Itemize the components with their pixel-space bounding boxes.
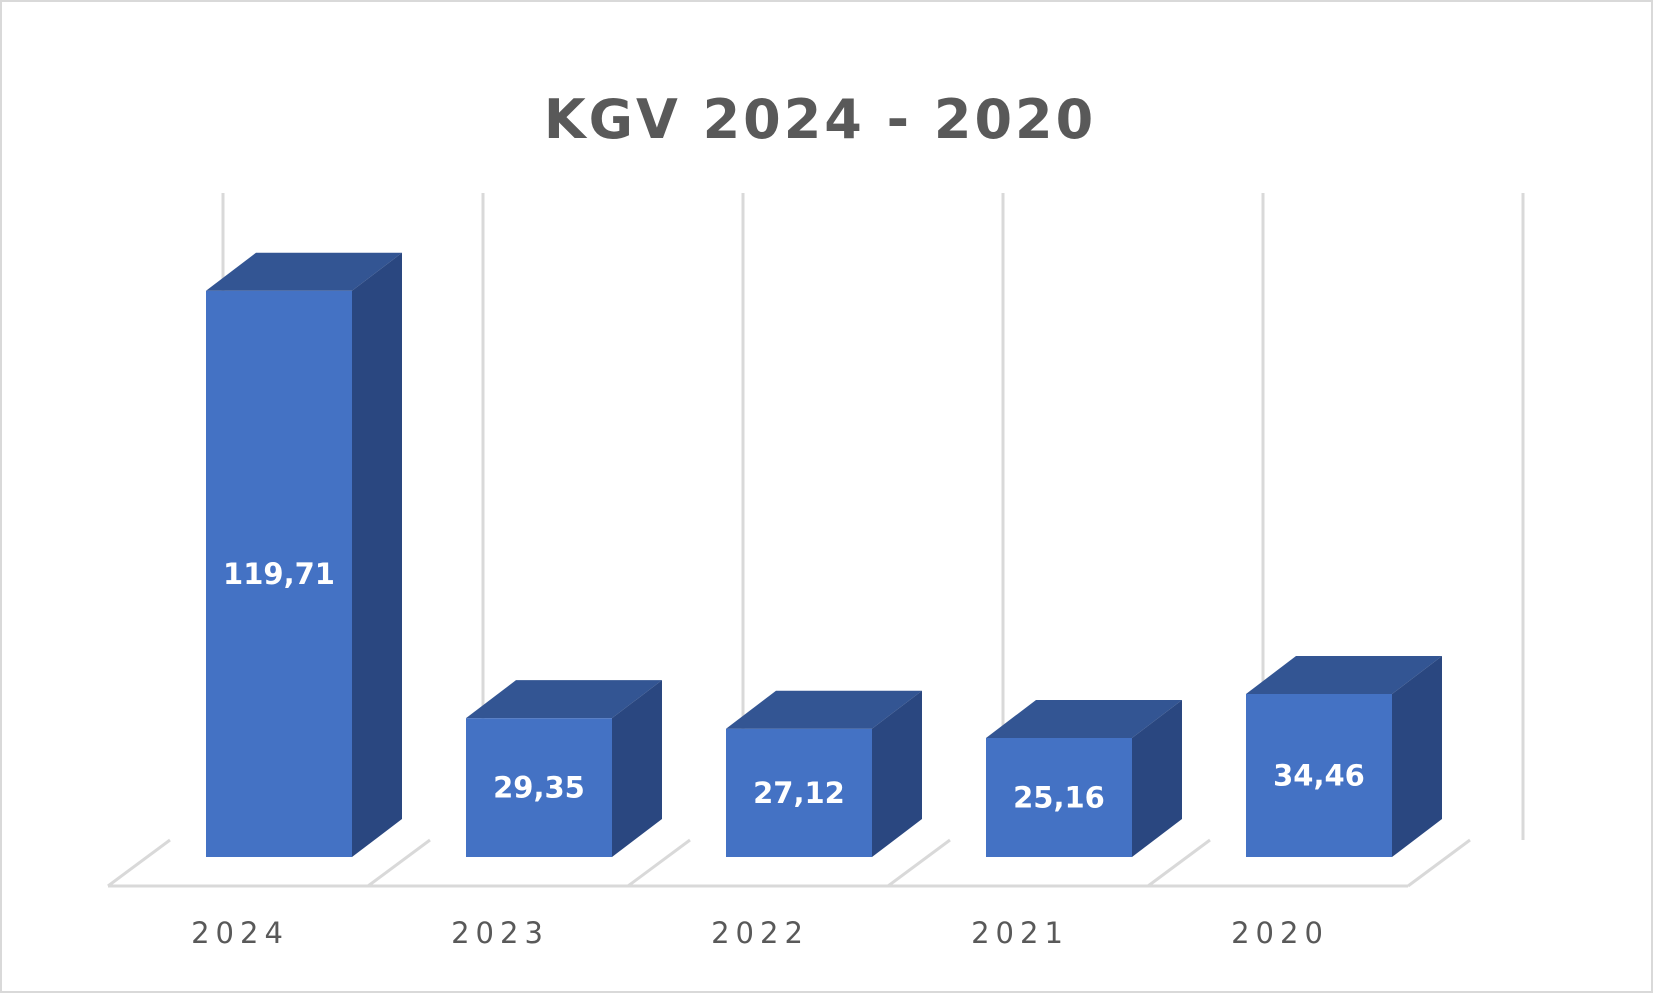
bar-top — [206, 252, 402, 291]
floor-divider-line — [107, 838, 171, 888]
x-tick-label: 2022 — [711, 916, 809, 950]
bar-front — [206, 290, 352, 857]
bar-2021: 25,16 — [986, 699, 1182, 857]
floor-divider-line — [627, 838, 691, 888]
x-axis-ticks: 2024 2023 2022 2021 2020 — [191, 916, 1329, 950]
floor-divider-line — [1407, 838, 1471, 888]
bar-side — [1392, 656, 1442, 857]
bar-2024: 119,71 — [206, 252, 402, 857]
bars: 119,71 29,35 27,12 25,16 34,46 — [206, 252, 1442, 857]
bar-top — [1246, 656, 1442, 695]
bar-side — [612, 680, 662, 857]
bar-side — [1132, 699, 1182, 857]
x-tick-label: 2024 — [191, 916, 289, 950]
bar-front — [466, 718, 612, 857]
bar-2022: 27,12 — [726, 690, 922, 857]
data-label: 119,71 — [223, 557, 335, 591]
bar-2020: 34,46 — [1246, 656, 1442, 857]
bar-side — [352, 252, 402, 857]
x-tick-label: 2021 — [971, 916, 1069, 950]
bar-front — [1246, 694, 1392, 857]
x-tick-label: 2023 — [451, 916, 549, 950]
bar-side — [872, 690, 922, 857]
bar-top — [466, 680, 662, 719]
floor-divider-line — [887, 838, 951, 888]
bar-front — [726, 728, 872, 857]
data-label: 29,35 — [493, 771, 585, 805]
data-label: 34,46 — [1273, 759, 1365, 793]
bar-2023: 29,35 — [466, 680, 662, 857]
chart-title: KGV 2024 - 2020 — [544, 88, 1096, 151]
bar-top — [986, 699, 1182, 738]
floor-divider-line — [1147, 838, 1211, 888]
x-tick-label: 2020 — [1231, 916, 1329, 950]
data-label: 25,16 — [1013, 780, 1105, 814]
data-label: 27,12 — [753, 776, 845, 810]
bar-top — [726, 690, 922, 729]
bar-front — [986, 737, 1132, 857]
floor-divider-line — [367, 838, 431, 888]
